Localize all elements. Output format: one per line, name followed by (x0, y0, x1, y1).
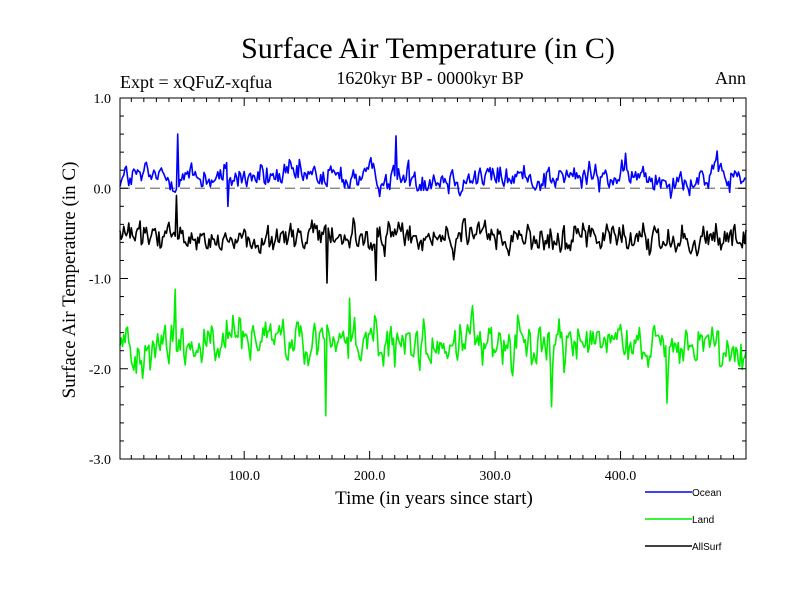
period-label: Ann (715, 68, 746, 88)
series-line-ocean (119, 133, 747, 208)
x-tick-label: 100.0 (228, 469, 260, 484)
expt-label: Expt = xQFuZ-xqfua (120, 72, 272, 92)
legend-label-land: Land (692, 515, 714, 526)
y-tick-label: -3.0 (89, 453, 111, 468)
x-tick-label: 200.0 (354, 469, 386, 484)
y-axis-label: Surface Air Temperature (in C) (59, 162, 80, 399)
legend-label-allsurf: AllSurf (692, 542, 722, 553)
y-tick-label: 0.0 (94, 182, 112, 197)
x-tick-label: 300.0 (479, 469, 511, 484)
series-line-land (119, 288, 747, 417)
legend-label-ocean: Ocean (692, 488, 721, 499)
chart-subtitle: 1620kyr BP - 0000kyr BP (336, 68, 523, 88)
plot-frame (119, 97, 747, 460)
y-tick-label: 1.0 (94, 92, 112, 107)
y-tick-label: -1.0 (89, 273, 111, 288)
chart-title: Surface Air Temperature (in C) (241, 32, 615, 65)
series-line-allsurf (119, 194, 747, 284)
x-tick-label: 400.0 (605, 469, 637, 484)
x-axis-label: Time (in years since start) (335, 488, 533, 509)
y-tick-label: -2.0 (89, 363, 111, 378)
